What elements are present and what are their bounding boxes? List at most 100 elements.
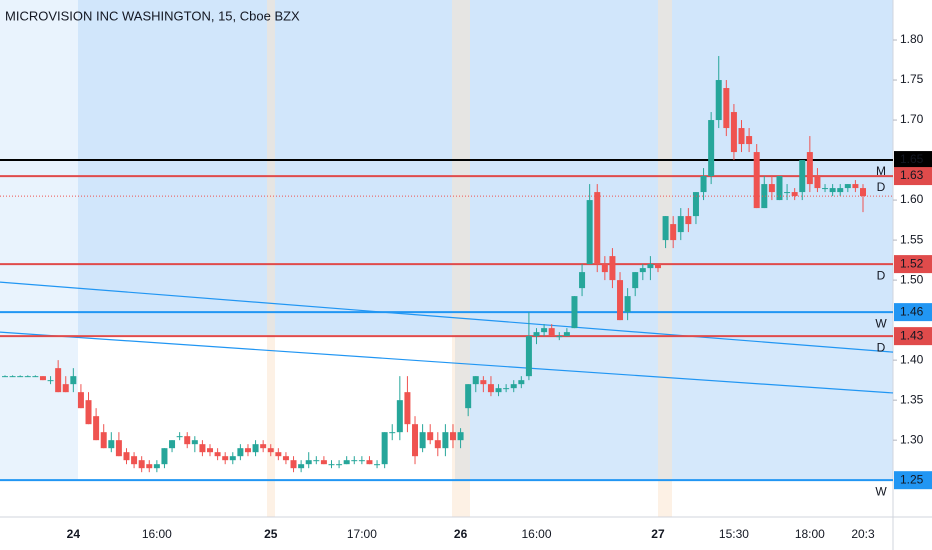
y-tick-label: 1.50 bbox=[900, 272, 924, 286]
time-axis bbox=[0, 517, 932, 550]
candle-body bbox=[472, 376, 479, 385]
x-tick-label: 20:3 bbox=[851, 527, 875, 541]
price-label: 1.25 bbox=[900, 472, 924, 486]
candle-body bbox=[730, 112, 737, 153]
candle-body bbox=[252, 444, 259, 453]
candle-body bbox=[768, 184, 775, 193]
candle-body bbox=[404, 392, 411, 425]
candle-body bbox=[784, 192, 791, 194]
candle-body bbox=[434, 440, 441, 449]
trend-line bbox=[0, 281, 894, 353]
candle-body bbox=[617, 280, 624, 321]
level-tag: D bbox=[877, 268, 886, 282]
candle-body bbox=[351, 460, 358, 462]
y-tick-label: 1.80 bbox=[900, 32, 924, 46]
x-tick-label: 16:00 bbox=[142, 527, 172, 541]
candle-body bbox=[480, 380, 487, 385]
candle-body bbox=[586, 200, 593, 265]
candle-body bbox=[389, 432, 396, 434]
candle-body bbox=[62, 384, 69, 393]
price-label: 1.43 bbox=[900, 328, 924, 342]
candle-body bbox=[632, 272, 639, 289]
candle-body bbox=[503, 388, 510, 390]
candle-body bbox=[753, 152, 760, 209]
candle-body bbox=[146, 464, 153, 469]
candle-body bbox=[814, 176, 821, 189]
candle-body bbox=[525, 336, 532, 377]
candle-body bbox=[39, 376, 46, 381]
level-tag: D bbox=[877, 340, 886, 354]
x-tick-label: 15:30 bbox=[719, 527, 749, 541]
candle-body bbox=[214, 452, 221, 457]
candle-body bbox=[85, 400, 92, 425]
candle-body bbox=[738, 128, 745, 145]
candle-body bbox=[336, 464, 343, 466]
zone-shade bbox=[78, 0, 893, 335]
y-tick-label: 1.75 bbox=[900, 72, 924, 86]
candle-body bbox=[267, 448, 274, 453]
candle-body bbox=[465, 384, 472, 409]
candle-body bbox=[115, 440, 122, 457]
y-tick-label: 1.35 bbox=[900, 392, 924, 406]
candle-body bbox=[556, 336, 563, 338]
trend-line bbox=[0, 331, 894, 394]
candle-body bbox=[176, 436, 183, 438]
candle-body bbox=[670, 224, 677, 241]
candle-body bbox=[282, 456, 289, 461]
price-label-bg bbox=[894, 303, 932, 322]
price-axis bbox=[893, 0, 932, 550]
y-tick-label: 1.70 bbox=[900, 112, 924, 126]
x-tick-label: 25 bbox=[264, 527, 278, 541]
y-tick-label: 1.55 bbox=[900, 232, 924, 246]
price-label: 1.65 bbox=[900, 152, 924, 166]
candle-body bbox=[829, 188, 836, 193]
candle-body bbox=[700, 176, 707, 193]
candle-body bbox=[579, 272, 586, 289]
candle-body bbox=[852, 184, 859, 189]
candle-body bbox=[601, 264, 608, 273]
candle-body bbox=[55, 368, 62, 393]
y-tick-label: 1.30 bbox=[900, 432, 924, 446]
candle-body bbox=[533, 332, 540, 337]
candle-body bbox=[487, 384, 494, 393]
price-label-bg bbox=[894, 471, 932, 490]
candle-body bbox=[844, 184, 851, 189]
candle-body bbox=[138, 460, 145, 469]
candle-body bbox=[571, 296, 578, 329]
session-band bbox=[267, 0, 275, 517]
candle-body bbox=[131, 456, 138, 465]
candle-body bbox=[708, 120, 715, 177]
session-band bbox=[658, 0, 672, 517]
x-tick-label: 27 bbox=[651, 527, 665, 541]
candle-body bbox=[639, 268, 646, 273]
candle-body bbox=[396, 400, 403, 433]
candle-body bbox=[222, 456, 229, 461]
candle-body bbox=[761, 184, 768, 209]
candle-body bbox=[123, 452, 130, 461]
candle-body bbox=[776, 176, 783, 201]
candle-body bbox=[2, 376, 8, 378]
candle-body bbox=[412, 424, 419, 457]
candle-body bbox=[518, 380, 525, 385]
price-label-bg bbox=[894, 255, 932, 274]
candle-body bbox=[244, 448, 251, 453]
candle-body bbox=[305, 460, 312, 465]
x-tick-label: 18:00 bbox=[795, 527, 825, 541]
level-tag: W bbox=[875, 484, 887, 498]
candle-body bbox=[275, 452, 282, 457]
candle-body bbox=[541, 328, 548, 333]
candle-body bbox=[290, 460, 297, 469]
candle-body bbox=[320, 460, 327, 465]
x-tick-label: 16:00 bbox=[521, 527, 551, 541]
candle-body bbox=[169, 440, 176, 449]
candle-body bbox=[366, 460, 373, 465]
candle-body bbox=[70, 376, 77, 385]
candle-body bbox=[677, 216, 684, 233]
candle-body bbox=[662, 216, 669, 241]
candle-body bbox=[381, 432, 388, 465]
candle-body bbox=[427, 432, 434, 441]
candle-body bbox=[47, 380, 54, 382]
candle-body bbox=[184, 436, 191, 445]
